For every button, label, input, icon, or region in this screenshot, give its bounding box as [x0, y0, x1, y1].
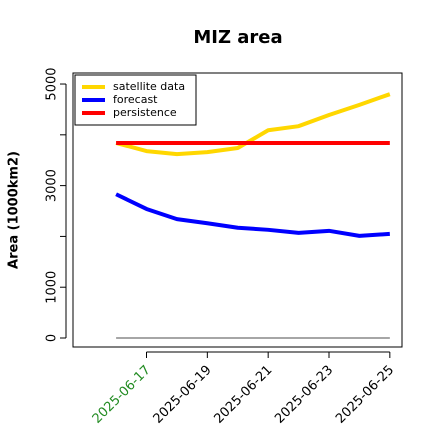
- x-tick-label: 2025-06-19: [151, 363, 215, 427]
- series-line: [115, 92, 391, 157]
- legend-label: satellite data: [113, 80, 185, 93]
- legend-label: persistence: [113, 106, 177, 119]
- y-tick-label: 3000: [45, 169, 60, 202]
- x-tick-label: 2025-06-23: [272, 363, 336, 427]
- y-tick-label: 1000: [45, 271, 60, 304]
- x-tick-label: 2025-06-17: [90, 363, 154, 427]
- x-tick-label: 2025-06-25: [333, 363, 397, 427]
- plot-box: [72, 72, 403, 348]
- legend-label: forecast: [113, 93, 158, 106]
- x-tick-label: 2025-06-21: [211, 363, 275, 427]
- y-axis-label: Area (1000km2): [7, 151, 22, 269]
- chart-title: MIZ area: [193, 27, 282, 48]
- series-line: [115, 192, 390, 238]
- y-tick-label: 5000: [45, 67, 60, 100]
- y-tick-label: 0: [45, 334, 60, 342]
